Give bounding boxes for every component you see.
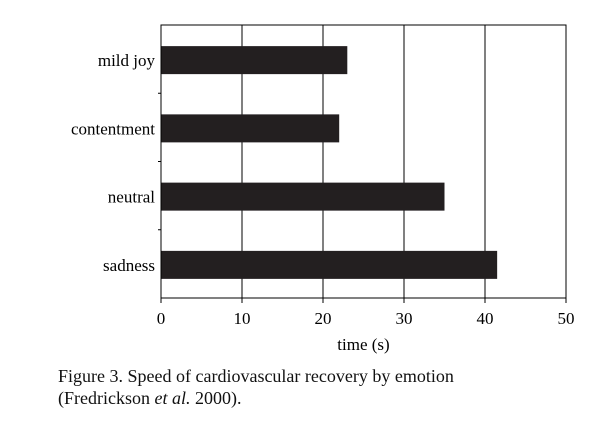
caption-citation-italic: et al. — [154, 388, 191, 408]
x-tick-label-20: 20 — [315, 309, 332, 328]
axes — [158, 24, 567, 303]
bar-mild-joy — [161, 46, 348, 75]
x-tick-label-10: 10 — [234, 309, 251, 328]
x-tick-label-50: 50 — [558, 309, 575, 328]
bar-neutral — [161, 182, 445, 211]
x-tick-label-40: 40 — [477, 309, 494, 328]
figure-caption: Figure 3. Speed of cardiovascular recove… — [58, 365, 578, 409]
caption-line-1: Figure 3. Speed of cardiovascular recove… — [58, 366, 454, 386]
category-label-contentment: contentment — [71, 119, 155, 138]
x-tick-label-30: 30 — [396, 309, 413, 328]
bars — [161, 46, 498, 279]
x-axis-label: time (s) — [337, 335, 389, 354]
category-label-neutral: neutral — [108, 188, 155, 207]
caption-citation-end: 2000). — [190, 388, 242, 408]
caption-line-2: (Fredrickson et al. 2000). — [58, 387, 578, 409]
caption-citation-start: (Fredrickson — [58, 388, 155, 408]
bar-sadness — [161, 250, 498, 279]
labels: 0 10 20 30 40 50 mild joy contentment neutral sad… — [71, 51, 575, 328]
category-label-mild-joy: mild joy — [98, 51, 156, 70]
x-tick-label-0: 0 — [157, 309, 166, 328]
bar-contentment — [161, 114, 340, 143]
category-label-sadness: sadness — [103, 256, 155, 275]
